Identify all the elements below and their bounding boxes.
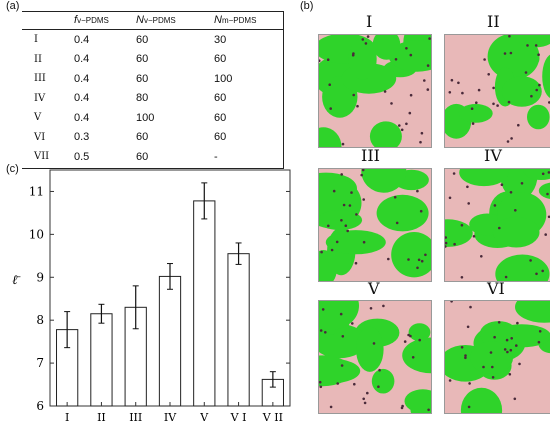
x-tick-label: V xyxy=(199,411,209,424)
x-tick-label: V II xyxy=(262,411,283,424)
table-right-rule xyxy=(283,11,284,169)
cell-id: IV xyxy=(34,92,46,104)
simulation-snapshot xyxy=(444,300,550,414)
snapshot-label: VI xyxy=(487,279,505,298)
table-row: V 0.4 100 60 xyxy=(22,108,284,128)
bar xyxy=(158,275,182,407)
cell-f: 0.4 xyxy=(74,92,90,105)
cell-f: 0.3 xyxy=(74,131,90,144)
header-n-vpdms: Nv−PDMS xyxy=(136,11,214,30)
parameter-table: fv−PDMS Nv−PDMS Nm−PDMS I 0.4 60 30 II 0.4 60 6… xyxy=(22,11,284,167)
cell-id: III xyxy=(34,73,46,85)
cell-id: II xyxy=(34,53,42,65)
table-row: II 0.4 60 60 xyxy=(22,50,284,70)
table-row: III 0.4 60 100 xyxy=(22,69,284,89)
cell-nv: 60 xyxy=(136,53,149,66)
simulation-snapshot xyxy=(318,300,432,414)
cell-nv: 60 xyxy=(136,72,149,85)
cell-f: 0.4 xyxy=(74,53,90,66)
cell-nm: 60 xyxy=(214,53,227,66)
cell-nv: 60 xyxy=(136,131,149,144)
panel-b-label: (b) xyxy=(300,0,314,12)
snapshot-label: II xyxy=(487,12,500,31)
cell-id: I xyxy=(34,34,38,46)
x-tick-label: V I xyxy=(230,411,247,424)
cell-f: 0.4 xyxy=(74,33,90,46)
header-f-sub: v−PDMS xyxy=(77,16,109,25)
panel-c-label: (c) xyxy=(6,163,19,175)
snapshot-label: III xyxy=(361,146,380,165)
y-tick-label: 10 xyxy=(29,227,44,241)
y-tick-label: 8 xyxy=(36,313,44,327)
simulation-snapshot xyxy=(444,168,550,282)
cell-nv: 60 xyxy=(136,33,149,46)
panel-a-label: (a) xyxy=(6,0,20,12)
y-tick-label: 7 xyxy=(36,356,44,370)
cell-nm: 30 xyxy=(214,33,227,46)
cell-f: 0.5 xyxy=(74,150,90,163)
y-tick-label: 9 xyxy=(36,270,44,284)
cell-nm: 60 xyxy=(214,111,227,124)
cell-nm: 60 xyxy=(214,92,227,105)
x-tick-label: II xyxy=(97,411,106,424)
cell-id: VII xyxy=(34,151,50,163)
snapshot-label: I xyxy=(366,12,373,31)
header-nm-sub: m−PDMS xyxy=(221,16,257,25)
table-row: IV 0.4 80 60 xyxy=(22,89,284,109)
header-blank xyxy=(22,11,74,30)
table-header-row: fv−PDMS Nv−PDMS Nm−PDMS xyxy=(22,11,284,30)
simulation-snapshot xyxy=(318,168,432,282)
table-row: VI 0.3 60 60 xyxy=(22,128,284,148)
simulation-snapshot xyxy=(318,34,432,148)
cell-nv: 80 xyxy=(136,92,149,105)
y-axis-label: ℓ̄ xyxy=(12,273,21,288)
cell-nm: - xyxy=(214,150,218,163)
cell-id: V xyxy=(34,112,42,124)
header-f-vpdms: fv−PDMS xyxy=(74,11,136,30)
table-row: VII 0.5 60 - xyxy=(22,147,284,167)
y-tick-label: 11 xyxy=(29,184,44,198)
header-n-mpdms: Nm−PDMS xyxy=(214,11,284,30)
cell-nv: 60 xyxy=(136,150,149,163)
bar xyxy=(227,253,250,407)
table-row: I 0.4 60 30 xyxy=(22,30,284,50)
cell-f: 0.4 xyxy=(74,111,90,124)
x-tick-label: I xyxy=(65,411,69,424)
y-tick-label: 6 xyxy=(36,399,44,413)
cell-nm: 60 xyxy=(214,131,227,144)
snapshot-label: IV xyxy=(484,146,502,165)
header-nm-main: N xyxy=(214,14,222,26)
cell-f: 0.4 xyxy=(74,72,90,85)
simulation-snapshot xyxy=(444,34,550,148)
snapshot-label: V xyxy=(368,279,380,298)
bar xyxy=(193,200,216,407)
x-tick-label: IV xyxy=(164,411,177,424)
cell-nm: 100 xyxy=(214,72,233,85)
cell-id: VI xyxy=(34,131,46,143)
header-nv-sub: v−PDMS xyxy=(143,16,176,25)
cell-nv: 100 xyxy=(136,111,155,124)
header-f-main: f xyxy=(74,14,78,26)
header-nv-main: N xyxy=(136,14,144,26)
bar xyxy=(90,313,113,407)
table-bottom-rule xyxy=(22,168,284,169)
x-tick-label: III xyxy=(129,411,142,424)
